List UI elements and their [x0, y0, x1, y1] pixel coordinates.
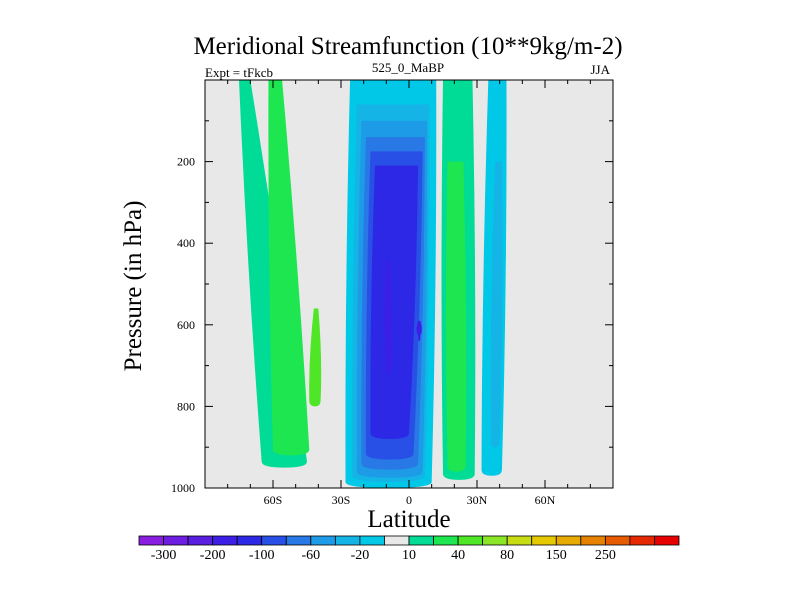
colorbar-box: [433, 535, 459, 546]
colorbar-box: [580, 535, 606, 546]
colorbar-label: -100: [249, 548, 275, 563]
colorbar-box: [604, 535, 631, 546]
colorbar-box: [654, 535, 680, 546]
colorbar-label: -20: [351, 548, 370, 563]
colorbar-box: [310, 535, 336, 546]
colorbar-label: -300: [151, 548, 177, 563]
axis-ticks: [205, 80, 613, 489]
x-tick-label: 30N: [467, 493, 488, 507]
x-tick-label: 60S: [264, 493, 283, 507]
y-tick-label: 600: [177, 318, 195, 332]
colorbar: -300 -200 -100 -60 -20 10 40 80 150 250: [138, 535, 680, 563]
plot-frame: [204, 79, 614, 489]
colorbar-label: 80: [500, 548, 514, 563]
colorbar-box: [506, 535, 533, 546]
colorbar-box: [285, 535, 312, 546]
colorbar-box: [163, 535, 189, 546]
y-axis-title: Pressure (in hPa): [120, 201, 147, 372]
colorbar-label: -200: [200, 548, 226, 563]
y-tick-label: 800: [177, 399, 195, 413]
contour-band-tropical-max-right: [416, 320, 422, 342]
colorbar-box: [236, 535, 263, 546]
x-tick-label: 0: [406, 493, 412, 507]
period-label: 525_0_MaBP: [372, 60, 444, 75]
tick-labels: 60S 30S 0 30N 60N 200 400 600 800 1000: [171, 155, 556, 507]
colorbar-box: [138, 535, 164, 546]
y-tick-label: 400: [177, 236, 195, 250]
season-label: JJA: [590, 62, 610, 77]
colorbar-box: [187, 535, 214, 546]
contour-band-southern-cell: [268, 80, 310, 456]
experiment-label: Expt = tFkcb: [205, 65, 273, 80]
colorbar-box: [359, 535, 385, 546]
y-tick-label: 1000: [171, 481, 195, 495]
contour-band-northern-blue-inner: [490, 161, 503, 448]
colorbar-box: [555, 535, 582, 546]
contour-band-southern-max: [309, 308, 322, 407]
x-axis-title: Latitude: [367, 506, 450, 533]
colorbar-box: [629, 535, 655, 546]
colorbar-box: [457, 535, 484, 546]
colorbar-box: [334, 535, 361, 546]
contour-band-tropical-max-left: [384, 259, 392, 374]
contour-band-tropical-core: [370, 165, 419, 440]
colorbar-box: [384, 535, 410, 546]
colorbar-box: [482, 535, 508, 546]
colorbar-box: [531, 535, 557, 546]
contour-band-northern-green-core: [446, 161, 467, 472]
contour-fill-layer: [239, 80, 507, 488]
x-tick-label: 60N: [535, 493, 556, 507]
colorbar-box: [261, 535, 287, 546]
colorbar-label: -60: [301, 548, 320, 563]
colorbar-label: 10: [402, 548, 416, 563]
colorbar-label: 150: [546, 548, 567, 563]
y-tick-label: 200: [177, 155, 195, 169]
colorbar-box: [408, 535, 434, 546]
colorbar-label: 40: [451, 548, 465, 563]
x-tick-label: 30S: [332, 493, 351, 507]
chart-title: Meridional Streamfunction (10**9kg/m-2): [193, 33, 622, 60]
colorbar-box: [212, 535, 238, 546]
colorbar-label: 250: [595, 548, 616, 563]
